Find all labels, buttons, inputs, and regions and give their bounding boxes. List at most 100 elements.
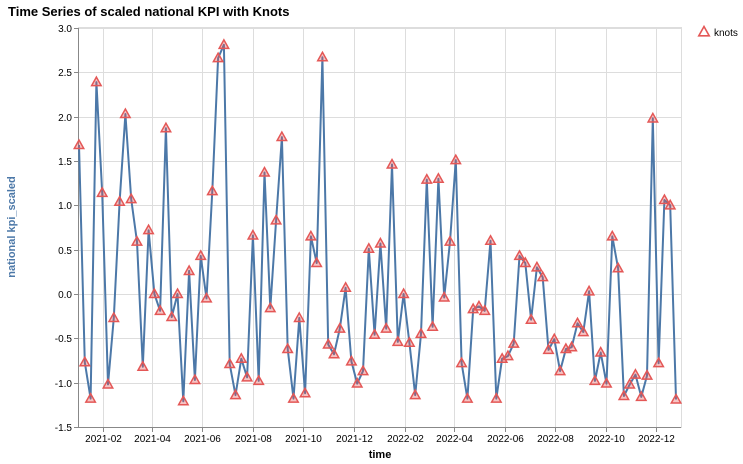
knot-marker	[333, 322, 346, 333]
knot-marker	[652, 356, 665, 368]
knot-marker	[432, 172, 445, 183]
knot-marker	[299, 386, 312, 398]
x-tick-label: 2021-06	[184, 434, 221, 445]
knot-marker	[107, 311, 120, 323]
y-tick-label: -0.5	[55, 334, 73, 345]
knot-marker	[635, 390, 648, 402]
knot-marker	[629, 368, 642, 379]
knot-marker	[96, 186, 109, 198]
y-tick-label: -1.5	[55, 423, 73, 434]
knot-marker	[322, 338, 335, 349]
legend-knot-symbol	[697, 24, 711, 37]
y-axis: -1.5 -1.0 -0.5 0.0 0.5 1.0 1.5 2.0 2.5 3.0	[55, 24, 79, 434]
x-axis: 2021-02 2021-04 2021-06 2021-08 2021-10 2021-…	[79, 427, 681, 445]
x-tick-label: 2022-06	[487, 434, 524, 445]
knot-marker	[339, 281, 352, 293]
knot-marker	[577, 325, 590, 337]
knot-marker	[513, 249, 526, 261]
knot-marker	[159, 121, 172, 133]
x-tick-label: 2022-04	[436, 434, 473, 445]
knot-marker	[385, 158, 399, 169]
knot-marker	[183, 264, 196, 276]
knot-marker	[461, 392, 474, 403]
knot-marker	[206, 184, 219, 196]
y-tick-label: 3.0	[58, 24, 72, 35]
knot-marker	[420, 173, 433, 184]
knot-marker	[438, 291, 451, 302]
knot-marker	[177, 394, 190, 406]
knot-marker	[397, 287, 410, 299]
knot-marker	[600, 377, 613, 388]
knot-marker	[200, 291, 213, 303]
knot-marker	[217, 38, 230, 50]
knot-marker	[235, 352, 248, 363]
series-line	[78, 43, 677, 403]
knot-marker	[507, 337, 520, 348]
knot-marker	[525, 313, 538, 324]
knot-marker	[90, 75, 103, 87]
y-tick-label: 1.5	[58, 157, 72, 168]
knot-marker	[501, 349, 514, 361]
knot-marker	[281, 342, 294, 354]
knot-marker	[623, 377, 636, 389]
knot-marker	[583, 284, 596, 296]
knot-marker	[362, 242, 375, 254]
knot-marker	[478, 304, 491, 316]
knot-marker	[548, 332, 561, 344]
knot-marker	[229, 388, 242, 400]
knot-marker	[72, 138, 86, 150]
knot-marker	[455, 356, 468, 368]
knot-marker	[310, 256, 323, 268]
knot-marker	[374, 236, 387, 248]
y-tick-label: 1.0	[58, 201, 72, 212]
x-tick-label: 2021-04	[134, 434, 171, 445]
x-tick-label: 2021-12	[336, 434, 373, 445]
knot-marker	[316, 50, 329, 62]
knot-marker	[670, 392, 683, 404]
knot-marker	[101, 377, 115, 389]
knot-marker	[345, 354, 358, 366]
knot-marker	[484, 234, 497, 246]
knot-marker	[519, 256, 532, 268]
knot-marker	[223, 357, 236, 369]
knot-marker	[403, 336, 416, 348]
knot-marker	[449, 153, 462, 165]
knot-marker	[380, 322, 393, 333]
knot-marker	[542, 343, 555, 355]
y-tick-label: 0.0	[58, 290, 72, 301]
knot-marker	[588, 374, 601, 386]
knot-marker	[664, 198, 677, 210]
x-tick-label: 2021-08	[235, 434, 272, 445]
knot-marker	[136, 360, 149, 371]
knot-marker	[554, 364, 567, 376]
knot-marker	[165, 310, 178, 322]
knot-marker	[194, 249, 207, 261]
y-tick-label: 2.5	[58, 68, 72, 79]
knot-marker	[246, 228, 259, 240]
y-axis-title: national kpi_scaled	[6, 176, 18, 277]
knot-marker	[130, 235, 143, 246]
knot-marker	[252, 374, 265, 386]
y-tick-label: -1.0	[55, 379, 73, 390]
knot-marker	[606, 229, 619, 241]
y-tick-label: 2.0	[58, 113, 72, 124]
y-tick-label: 0.5	[58, 246, 72, 257]
knot-marker	[414, 327, 428, 339]
legend-label-knots: knots	[714, 28, 738, 39]
knot-marker	[287, 392, 300, 403]
knot-marker	[328, 347, 341, 359]
knot-marker	[530, 260, 543, 272]
knot-marker	[368, 328, 381, 340]
knot-marker	[658, 193, 671, 205]
knot-marker	[258, 165, 271, 177]
knot-marker	[612, 261, 625, 273]
knot-marker	[241, 370, 254, 382]
knot-marker	[472, 299, 485, 311]
knot-marker	[275, 130, 288, 142]
knot-marker	[594, 345, 607, 357]
knot-marker	[617, 389, 630, 401]
x-tick-label: 2021-02	[85, 434, 122, 445]
knot-marker	[565, 340, 578, 352]
x-axis-title: time	[369, 449, 392, 461]
